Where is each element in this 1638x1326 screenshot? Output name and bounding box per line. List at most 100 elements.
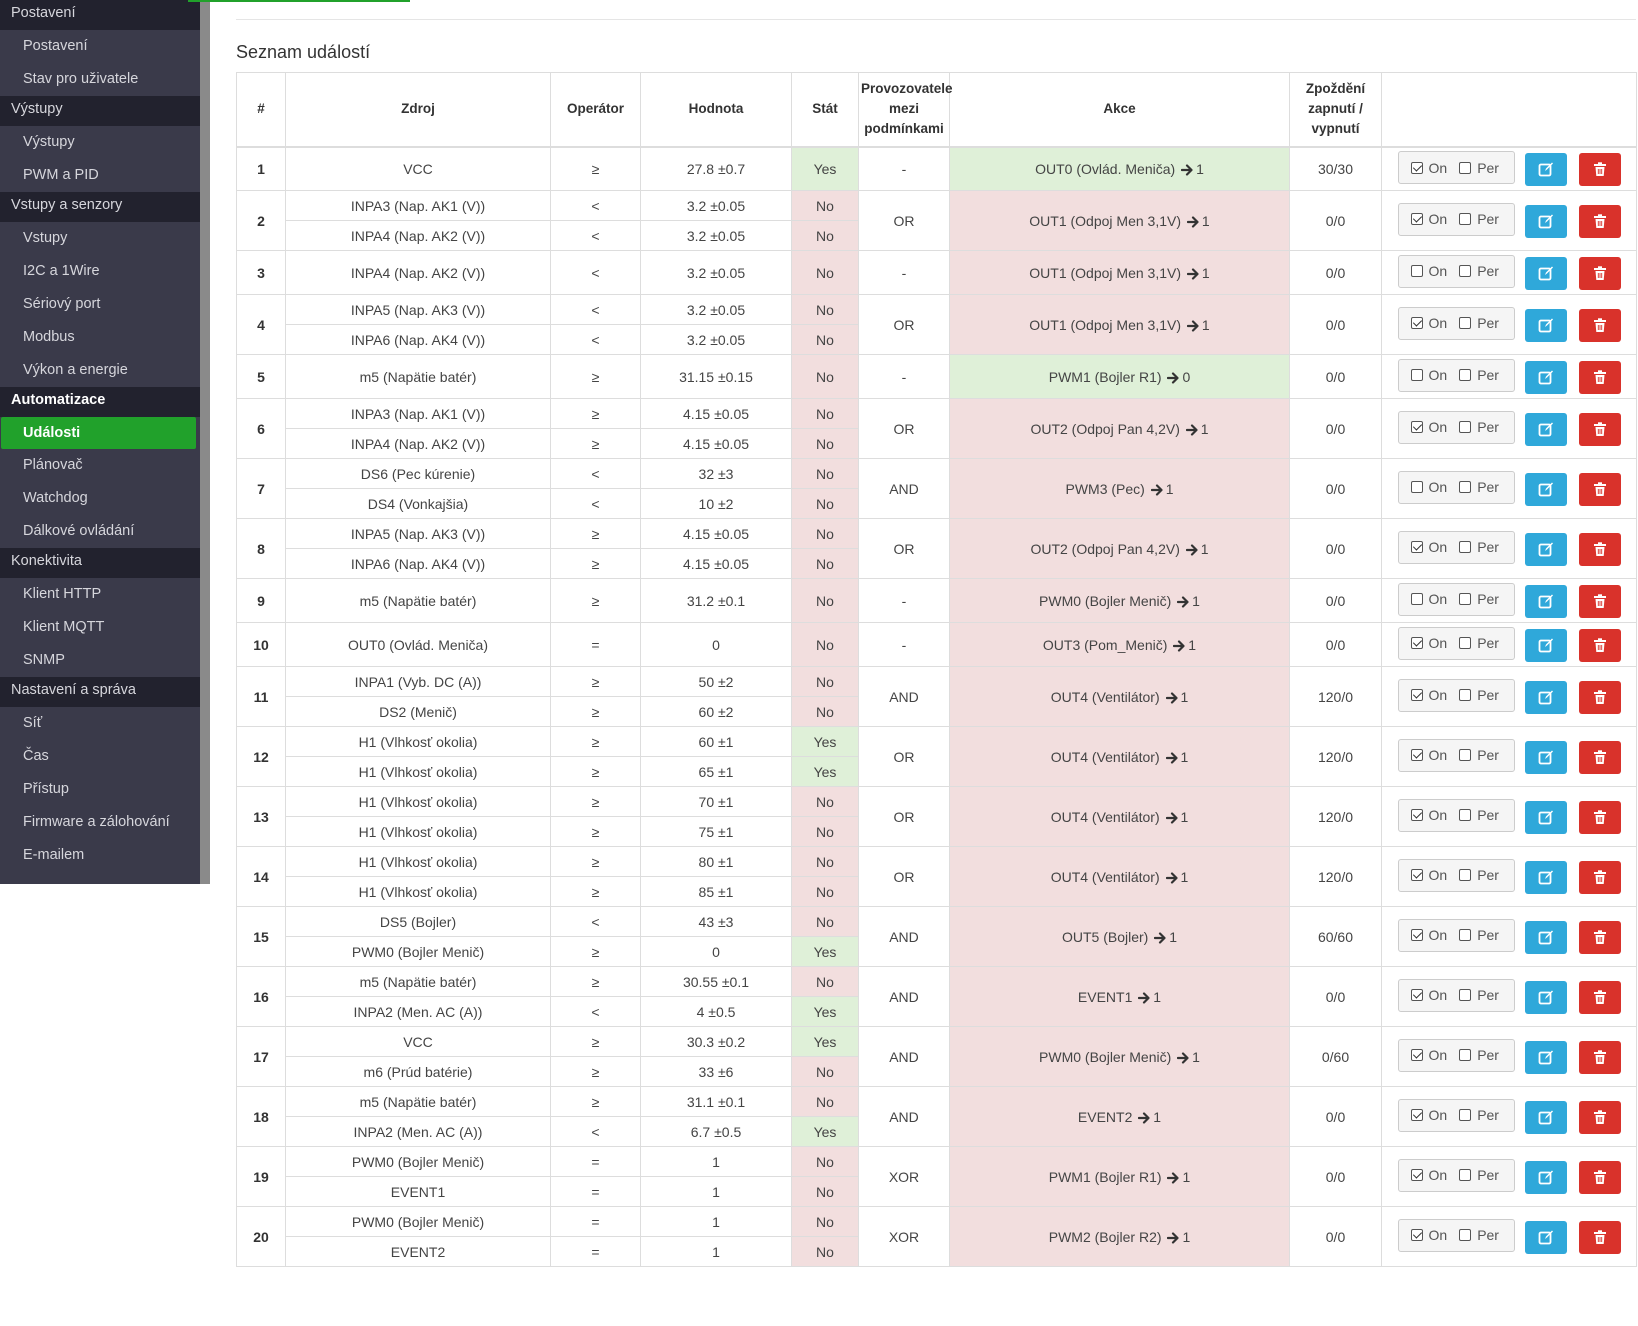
delete-button[interactable] [1578,921,1621,955]
edit-button[interactable] [1524,981,1567,1015]
sidebar-item-vykon-a-energie[interactable]: Výkon a energie [23,362,128,378]
sidebar-item-firmware-a-zalohovani[interactable]: Firmware a zálohování [23,814,170,830]
sidebar-item-klient-http[interactable]: Klient HTTP [23,586,102,602]
edit-button[interactable] [1524,309,1567,343]
on-checkbox[interactable] [1410,369,1423,382]
sidebar-item-stav-pro-uzivatele[interactable]: Stav pro uživatele [23,71,139,87]
per-checkbox[interactable] [1459,1049,1472,1062]
on-checkbox[interactable] [1410,593,1423,606]
sidebar-item-planovac[interactable]: Plánovač [23,457,83,473]
sidebar-item-postaveni[interactable]: Postavení [23,38,88,54]
edit-button[interactable] [1524,1221,1567,1255]
sidebar-item-snmp[interactable]: SNMP [23,652,65,668]
on-checkbox[interactable] [1410,1229,1423,1242]
edit-button[interactable] [1524,1101,1567,1135]
edit-button[interactable] [1524,205,1567,239]
per-checkbox[interactable] [1459,369,1472,382]
delete-button[interactable] [1578,1101,1621,1135]
delete-button[interactable] [1578,413,1621,447]
on-checkbox[interactable] [1410,1109,1423,1122]
per-checkbox[interactable] [1459,593,1472,606]
sidebar-item-i2c-a-1wire[interactable]: I2C a 1Wire [23,263,100,279]
sidebar-item-modbus[interactable]: Modbus [23,329,75,345]
delete-button[interactable] [1578,257,1621,291]
sidebar-item-dalkove-ovladani[interactable]: Dálkové ovládání [23,523,135,539]
on-checkbox[interactable] [1410,265,1423,278]
sidebar-item-cas[interactable]: Čas [23,748,49,764]
sidebar-item-pristup[interactable]: Přístup [23,781,69,797]
edit-button[interactable] [1524,533,1567,567]
edit-button[interactable] [1524,921,1567,955]
per-checkbox[interactable] [1459,213,1472,226]
per-checkbox[interactable] [1459,689,1472,702]
edit-button[interactable] [1524,585,1567,619]
delete-button[interactable] [1578,473,1621,507]
delete-button[interactable] [1578,1041,1621,1075]
on-checkbox[interactable] [1410,317,1423,330]
sidebar-item-e-mailem[interactable]: E-mailem [23,847,85,863]
per-checkbox[interactable] [1459,317,1472,330]
delete-button[interactable] [1578,309,1621,343]
per-checkbox[interactable] [1459,869,1472,882]
on-checkbox[interactable] [1410,541,1423,554]
sidebar-item-klient-mqtt[interactable]: Klient MQTT [23,619,105,635]
per-checkbox[interactable] [1459,265,1472,278]
on-checkbox[interactable] [1410,869,1423,882]
per-checkbox[interactable] [1459,541,1472,554]
on-checkbox[interactable] [1410,637,1423,650]
delete-button[interactable] [1578,205,1621,239]
on-checkbox[interactable] [1410,161,1423,174]
on-checkbox[interactable] [1410,929,1423,942]
delete-button[interactable] [1578,1221,1621,1255]
per-checkbox[interactable] [1459,809,1472,822]
delete-button[interactable] [1578,1161,1621,1195]
sidebar-item-pwm-a-pid[interactable]: PWM a PID [23,167,99,183]
per-checkbox[interactable] [1459,1169,1472,1182]
sidebar-item-sit[interactable]: Síť [23,715,43,731]
on-checkbox[interactable] [1410,421,1423,434]
per-checkbox[interactable] [1459,929,1472,942]
delete-button[interactable] [1578,681,1621,715]
delete-button[interactable] [1578,533,1621,567]
sidebar-item-watchdog[interactable]: Watchdog [23,490,88,506]
per-checkbox[interactable] [1459,749,1472,762]
per-checkbox[interactable] [1459,1109,1472,1122]
per-checkbox[interactable] [1459,421,1472,434]
edit-button[interactable] [1524,861,1567,895]
delete-button[interactable] [1578,981,1621,1015]
delete-button[interactable] [1578,153,1621,187]
per-checkbox[interactable] [1459,481,1472,494]
per-checkbox[interactable] [1459,161,1472,174]
delete-button[interactable] [1578,629,1621,663]
edit-button[interactable] [1524,1161,1567,1195]
edit-button[interactable] [1524,413,1567,447]
delete-button[interactable] [1578,801,1621,835]
sidebar-item-vstupy[interactable]: Vstupy [23,230,68,246]
on-checkbox[interactable] [1410,1169,1423,1182]
per-checkbox[interactable] [1459,989,1472,1002]
on-checkbox[interactable] [1410,989,1423,1002]
delete-button[interactable] [1578,741,1621,775]
edit-button[interactable] [1524,801,1567,835]
on-checkbox[interactable] [1410,481,1423,494]
edit-button[interactable] [1524,1041,1567,1075]
sidebar-item-udalosti[interactable]: Události [1,417,196,449]
on-checkbox[interactable] [1410,689,1423,702]
delete-button[interactable] [1578,361,1621,395]
delete-button[interactable] [1578,585,1621,619]
per-checkbox[interactable] [1459,1229,1472,1242]
on-checkbox[interactable] [1410,809,1423,822]
edit-button[interactable] [1524,741,1567,775]
on-checkbox[interactable] [1410,1049,1423,1062]
delete-button[interactable] [1578,861,1621,895]
edit-button[interactable] [1524,629,1567,663]
per-checkbox[interactable] [1459,637,1472,650]
sidebar-item-seriovy-port[interactable]: Sériový port [23,296,101,312]
on-checkbox[interactable] [1410,749,1423,762]
edit-button[interactable] [1524,681,1567,715]
on-checkbox[interactable] [1410,213,1423,226]
edit-button[interactable] [1524,473,1567,507]
sidebar-item-vystupy[interactable]: Výstupy [23,134,75,150]
edit-button[interactable] [1524,361,1567,395]
edit-button[interactable] [1524,153,1567,187]
